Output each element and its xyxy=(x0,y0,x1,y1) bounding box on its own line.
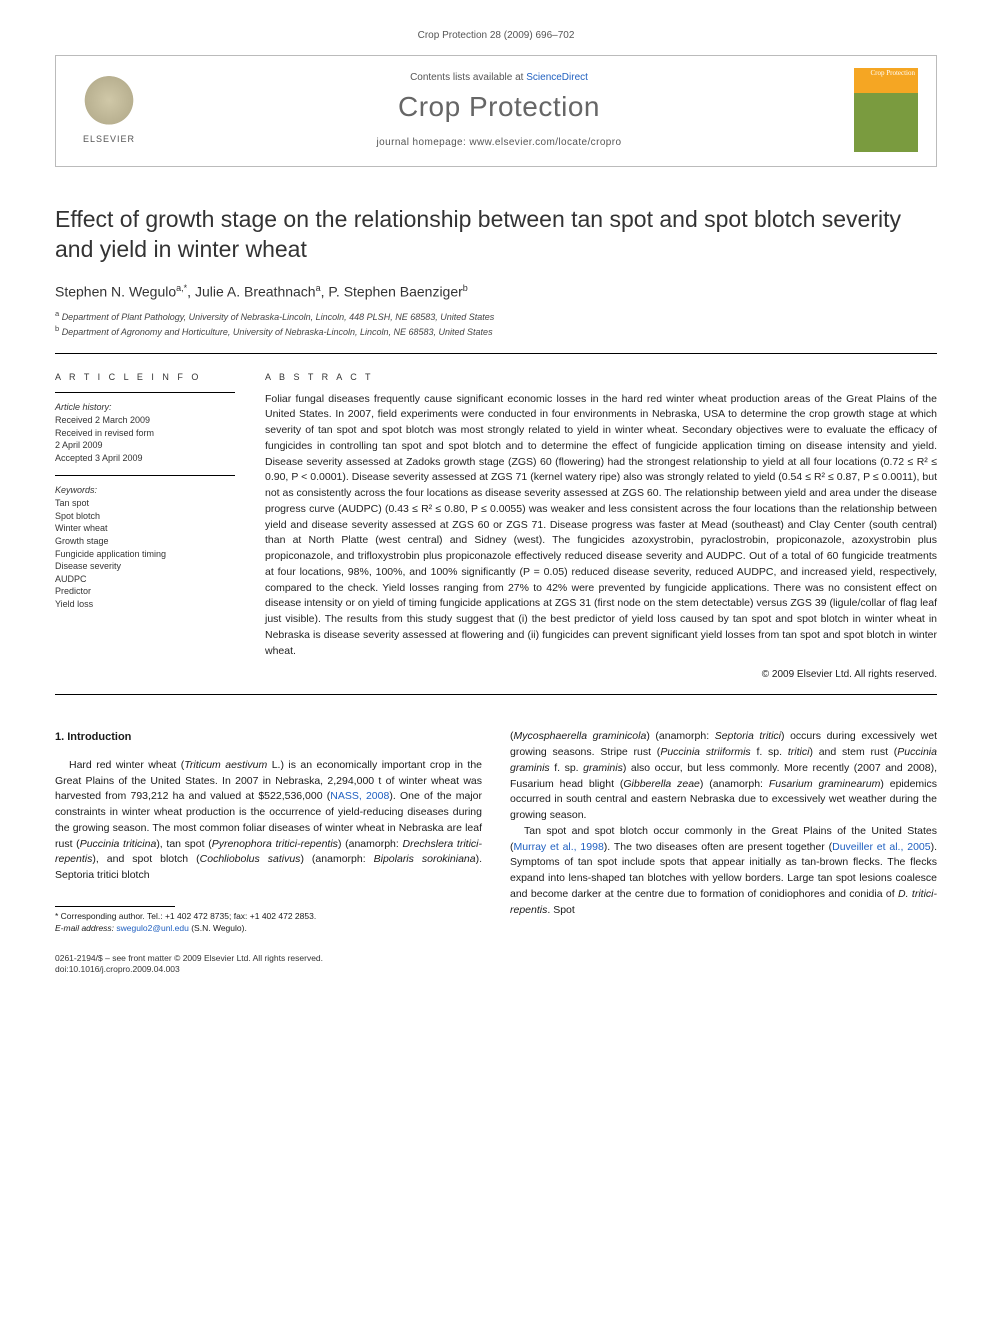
article-info-sidebar: A R T I C L E I N F O Article history: R… xyxy=(55,372,235,681)
journal-cover-thumb: Crop Protection xyxy=(854,68,918,152)
keyword: Fungicide application timing xyxy=(55,548,235,561)
body-paragraph: Tan spot and spot blotch occur commonly … xyxy=(510,824,937,919)
keyword: Yield loss xyxy=(55,598,235,611)
section-heading: 1. Introduction xyxy=(55,729,482,746)
email-label: E-mail address: xyxy=(55,923,116,933)
email-link[interactable]: swegulo2@unl.edu xyxy=(116,923,188,933)
author: P. Stephen Baenziger xyxy=(328,283,462,299)
keyword: Spot blotch xyxy=(55,510,235,523)
keyword: Predictor xyxy=(55,585,235,598)
contents-prefix: Contents lists available at xyxy=(410,72,526,83)
journal-name: Crop Protection xyxy=(162,91,836,123)
abstract-column: A B S T R A C T Foliar fungal diseases f… xyxy=(265,372,937,681)
history-label: Article history: xyxy=(55,401,235,414)
body-two-column: 1. Introduction Hard red winter wheat (T… xyxy=(55,729,937,934)
article-title: Effect of growth stage on the relationsh… xyxy=(55,205,937,265)
elsevier-label: ELSEVIER xyxy=(83,134,135,144)
body-paragraph: Hard red winter wheat (Triticum aestivum… xyxy=(55,758,482,884)
history-line: Accepted 3 April 2009 xyxy=(55,452,235,465)
keyword: Winter wheat xyxy=(55,522,235,535)
keyword: Disease severity xyxy=(55,560,235,573)
keyword: Tan spot xyxy=(55,497,235,510)
author-mark: b xyxy=(463,283,468,293)
abstract-text: Foliar fungal diseases frequently cause … xyxy=(265,392,937,660)
history-line: Received 2 March 2009 xyxy=(55,414,235,427)
homepage-url: www.elsevier.com/locate/cropro xyxy=(469,137,621,148)
elsevier-tree-icon xyxy=(82,76,136,130)
divider xyxy=(55,694,937,695)
affiliations: a Department of Plant Pathology, Univers… xyxy=(55,309,937,338)
affil-text: Department of Plant Pathology, Universit… xyxy=(62,312,495,322)
contents-available: Contents lists available at ScienceDirec… xyxy=(162,72,836,83)
history-line: 2 April 2009 xyxy=(55,439,235,452)
body-right-column: (Mycosphaerella graminicola) (anamorph: … xyxy=(510,729,937,934)
author-list: Stephen N. Weguloa,*, Julie A. Breathnac… xyxy=(55,283,937,300)
history-line: Received in revised form xyxy=(55,427,235,440)
copyright-line: © 2009 Elsevier Ltd. All rights reserved… xyxy=(265,669,937,680)
citation-link[interactable]: Duveiller et al., 2005 xyxy=(832,841,930,853)
affil-mark: b xyxy=(55,324,59,333)
journal-header: ELSEVIER Contents lists available at Sci… xyxy=(55,55,937,167)
author-mark: a,* xyxy=(176,283,187,293)
abstract-heading: A B S T R A C T xyxy=(265,372,937,382)
keyword: Growth stage xyxy=(55,535,235,548)
doi-line: doi:10.1016/j.cropro.2009.04.003 xyxy=(55,964,323,975)
body-left-column: 1. Introduction Hard red winter wheat (T… xyxy=(55,729,482,934)
footnotes: * Corresponding author. Tel.: +1 402 472… xyxy=(55,911,482,935)
article-info-heading: A R T I C L E I N F O xyxy=(55,372,235,382)
keyword: AUDPC xyxy=(55,573,235,586)
homepage-label: journal homepage: xyxy=(377,137,470,148)
cover-title: Crop Protection xyxy=(870,70,915,78)
citation-link[interactable]: Murray et al., 1998 xyxy=(514,841,604,853)
sciencedirect-link[interactable]: ScienceDirect xyxy=(526,72,588,83)
affil-text: Department of Agronomy and Horticulture,… xyxy=(62,327,493,337)
affil-mark: a xyxy=(55,309,59,318)
journal-homepage: journal homepage: www.elsevier.com/locat… xyxy=(162,137,836,148)
corr-author-note: * Corresponding author. Tel.: +1 402 472… xyxy=(55,911,482,923)
author: Stephen N. Wegulo xyxy=(55,283,176,299)
citation-link[interactable]: NASS, 2008 xyxy=(330,790,389,802)
body-paragraph: (Mycosphaerella graminicola) (anamorph: … xyxy=(510,729,937,824)
keywords-label: Keywords: xyxy=(55,484,235,497)
running-head: Crop Protection 28 (2009) 696–702 xyxy=(55,30,937,41)
page-footer: 0261-2194/$ – see front matter © 2009 El… xyxy=(55,953,937,975)
author: Julie A. Breathnach xyxy=(195,283,316,299)
elsevier-logo: ELSEVIER xyxy=(74,71,144,149)
footnote-rule xyxy=(55,906,175,907)
email-suffix: (S.N. Wegulo). xyxy=(189,923,247,933)
front-matter-line: 0261-2194/$ – see front matter © 2009 El… xyxy=(55,953,323,964)
author-mark: a xyxy=(316,283,321,293)
